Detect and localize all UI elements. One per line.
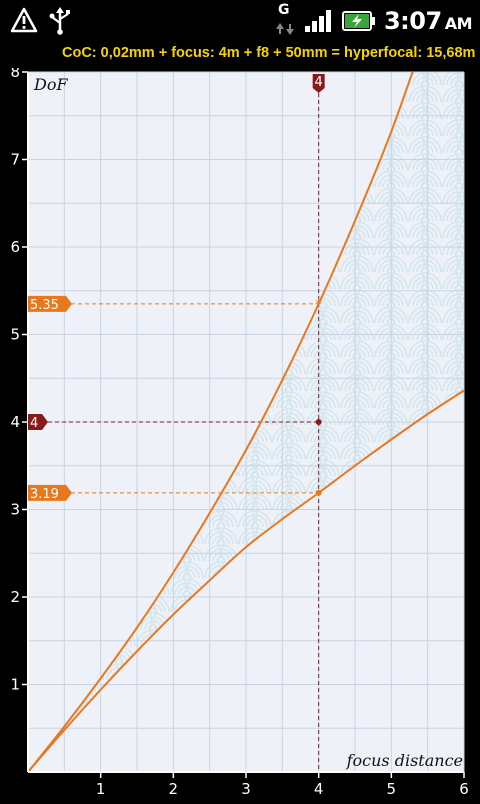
y-tick-label: 2 xyxy=(10,588,20,606)
focus-y-tag-bg xyxy=(28,414,48,430)
x-tick-label: 2 xyxy=(169,780,179,798)
y-tick-label: 6 xyxy=(10,238,20,256)
battery-charging-icon xyxy=(341,11,375,31)
near-limit-curve xyxy=(28,389,464,772)
far-limit-tag-label: 5.35 xyxy=(30,298,59,313)
y-tick-label: 1 xyxy=(10,676,20,694)
near-limit-tag-bg xyxy=(28,484,72,501)
warning-icon xyxy=(10,7,38,33)
network-type-label: G xyxy=(277,2,290,18)
focus-point xyxy=(315,419,322,425)
focus-x-tag[interactable]: 4 xyxy=(312,74,325,93)
x-tick-label: 1 xyxy=(96,780,106,798)
x-tick-label: 3 xyxy=(241,780,251,798)
y-tick-label: 4 xyxy=(10,413,20,431)
focus-y-tag-label: 4 xyxy=(30,416,38,431)
hyperfocal-summary: CoC: 0,02mm + focus: 4m + f8 + 50mm = hy… xyxy=(0,40,480,68)
near-limit-tag[interactable]: 3.19 xyxy=(28,484,72,502)
x-tick-label: 4 xyxy=(314,780,324,798)
y-axis-title: DoF xyxy=(33,75,68,94)
dof-chart[interactable]: 1 2 3 4 5 6 1 2 3 4 5 6 7 8 * 4 5.35 4 3.19 DoF focus dis… xyxy=(0,63,480,800)
x-tick-label: 5 xyxy=(387,780,397,798)
focus-x-tag-label: 4 xyxy=(315,75,323,90)
far-limit-tag-bg xyxy=(28,295,72,312)
focus-x-tag-bg xyxy=(312,74,325,93)
near-limit-tag-label: 3.19 xyxy=(30,487,59,502)
usb-icon xyxy=(49,7,70,35)
far-limit-curve xyxy=(28,72,414,772)
y-tick-label: 3 xyxy=(10,501,20,519)
y-tick-label: 7 xyxy=(10,151,20,169)
signal-icon xyxy=(304,10,331,32)
y-tick-label: 5 xyxy=(10,326,20,344)
data-transfer-icon: G xyxy=(274,2,296,38)
x-tick-label: 6 xyxy=(459,780,469,798)
dof-chart-area: 1 2 3 4 5 6 1 2 3 4 5 6 7 8 * 4 5.35 4 3.19 DoF focus dis… xyxy=(0,63,480,800)
x-axis-title: focus distance xyxy=(346,751,463,770)
far-limit-point: * xyxy=(315,297,322,313)
near-limit-point xyxy=(315,489,322,496)
y-tick-label: 8 xyxy=(10,68,20,81)
status-bar: G 3:07 AM xyxy=(0,0,480,40)
far-limit-tag[interactable]: 5.35 xyxy=(28,295,72,313)
clock: 3:07 AM xyxy=(383,7,473,35)
focus-y-tag[interactable]: 4 xyxy=(28,414,48,431)
